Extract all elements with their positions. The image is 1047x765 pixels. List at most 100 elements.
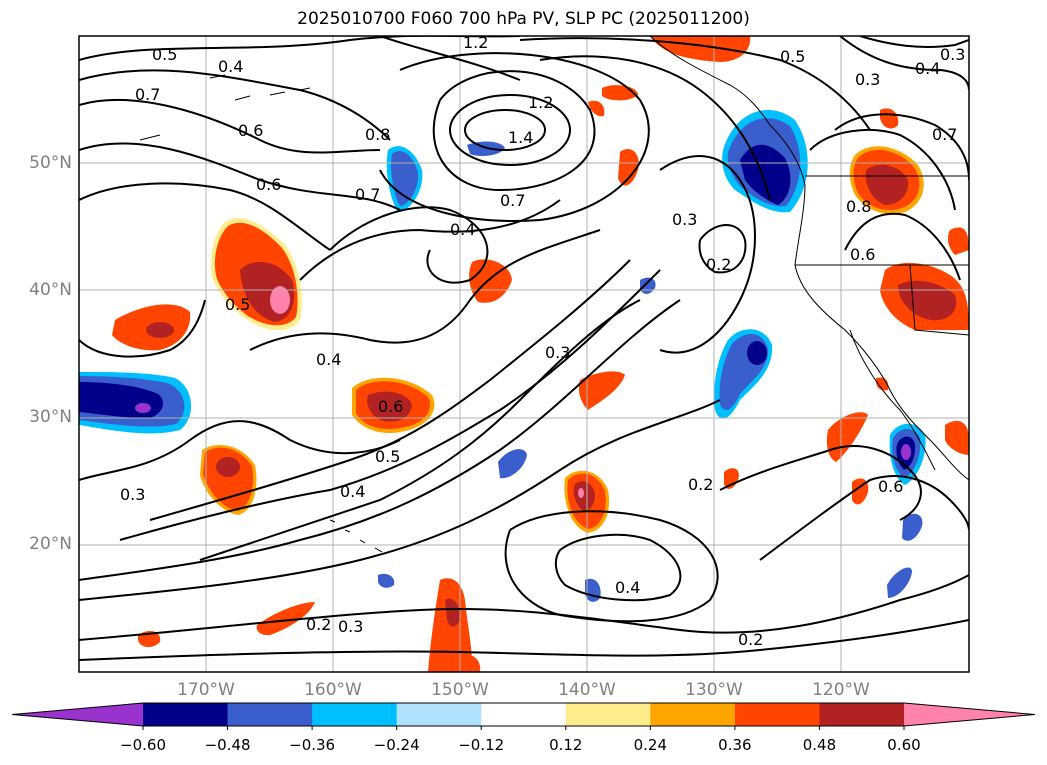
contour-line [249, 229, 601, 351]
contour-line [79, 69, 391, 141]
state-border [909, 264, 969, 336]
lon-label-170w: 170°W [177, 680, 235, 700]
contour-line [79, 420, 401, 481]
contour-label: 0.6 [256, 175, 281, 194]
contour-line [79, 574, 969, 641]
colorbar-segment [819, 703, 905, 726]
contour-label: 0.3 [120, 485, 145, 504]
lon-label-120w: 120°W [812, 680, 870, 700]
lon-label-160w: 160°W [304, 680, 362, 700]
pv-positive-blob [880, 108, 899, 129]
lon-label-140w: 140°W [558, 680, 616, 700]
colorbar-tick-label: −0.36 [289, 736, 336, 754]
contour-label: 0.8 [365, 125, 390, 144]
contour-label: 0.3 [855, 70, 880, 89]
lat-label-50: 50°N [29, 153, 72, 173]
contour-line [759, 475, 969, 561]
pv-positive-blob [578, 371, 625, 410]
pv-positive-blob [588, 100, 605, 117]
contour-label: 0.4 [340, 482, 365, 501]
lat-label-20: 20°N [29, 534, 72, 554]
colorbar-segment [396, 703, 482, 726]
pv-negative-blob [902, 513, 923, 541]
colorbar-segment [565, 703, 651, 726]
contour-label: 1.4 [508, 128, 533, 147]
pv-positive-blob [618, 149, 639, 186]
colorbar-segment [227, 703, 313, 726]
map-title: 2025010700 F060 700 hPa PV, SLP PC (2025… [297, 9, 750, 29]
contour-line [834, 113, 969, 181]
colorbar-extend-low [12, 703, 143, 726]
contour-label: 0.4 [450, 220, 475, 239]
contour-line [149, 259, 631, 521]
contour-line [719, 445, 922, 521]
pv-positive-blob [650, 36, 751, 62]
contour-line [119, 269, 661, 541]
contour-label: 0.3 [545, 343, 570, 362]
pv-positive-blob [256, 602, 315, 636]
contour-line [79, 299, 681, 581]
contour-label: 0.3 [672, 210, 697, 229]
colorbar-tick-label: 0.60 [887, 736, 921, 754]
contour-label: 0.4 [218, 57, 243, 76]
contour-labels: 1.2 1.4 1.2 0.5 0.4 0.7 0.6 0.8 0.6 0.7 … [120, 33, 965, 649]
contour-line [844, 212, 961, 281]
north-america-coast [649, 36, 969, 481]
contour-label: 0.5 [152, 45, 177, 64]
colorbar-segment [312, 703, 398, 726]
contour-label: 0.7 [932, 125, 957, 144]
contour-line [79, 98, 381, 154]
pv-negative-blob [887, 567, 912, 598]
hawaii-islands [329, 519, 383, 553]
pv-negative-blob [467, 141, 505, 156]
contour-line [379, 36, 521, 81]
contour-label: 0.5 [780, 47, 805, 66]
contour-line [554, 533, 682, 602]
contour-label: 0.6 [238, 121, 263, 140]
pv-positive-blob [203, 447, 254, 511]
contour-label: 0.6 [850, 245, 875, 264]
contour-line [379, 52, 650, 222]
contour-label: 0.7 [500, 191, 525, 210]
coastlines [139, 36, 969, 553]
contour-line [504, 510, 719, 623]
pv-positive-blob [578, 488, 584, 498]
pv-negative-blob [740, 144, 791, 205]
colorbar-tick-label: 0.36 [718, 736, 752, 754]
contour-label: 0.2 [306, 615, 331, 634]
contour-label: 0.3 [338, 617, 363, 636]
contour-label: 0.4 [615, 578, 640, 597]
contour-label: 0.8 [846, 197, 871, 216]
contour-line [809, 129, 956, 211]
contour-label: 0.2 [688, 475, 713, 494]
contour-lines [79, 36, 969, 661]
pv-positive-blob [445, 598, 460, 627]
pv-negative-blob [747, 341, 767, 365]
lon-label-130w: 130°W [685, 680, 743, 700]
contour-line [79, 619, 969, 661]
contour-line [519, 37, 871, 131]
colorbar [11, 702, 1036, 730]
graticule [79, 36, 969, 672]
colorbar-tick-label: −0.48 [204, 736, 251, 754]
pv-negative-blob [135, 403, 151, 413]
contour-label: 0.5 [225, 295, 250, 314]
pv-negative-blob [498, 449, 527, 479]
contour-label: 0.7 [135, 85, 160, 104]
pv-positive-blob [469, 259, 512, 303]
colorbar-tick-label: 0.48 [802, 736, 837, 754]
colorbar-tick-label: −0.60 [120, 736, 166, 754]
colorbar-tick-label: 0.24 [633, 736, 668, 754]
contour-label: 1.2 [463, 33, 488, 52]
contour-label: 0.3 [940, 45, 965, 64]
contour-line [199, 299, 641, 561]
contour-label: 0.6 [878, 477, 903, 496]
pv-negative-blob [901, 444, 911, 460]
contour-line [79, 399, 721, 601]
colorbar-segment [481, 703, 567, 726]
contour-line [659, 155, 756, 354]
pv-positive-blob [573, 481, 595, 511]
contour-line [79, 182, 331, 251]
pv-positive-blob [146, 322, 174, 338]
